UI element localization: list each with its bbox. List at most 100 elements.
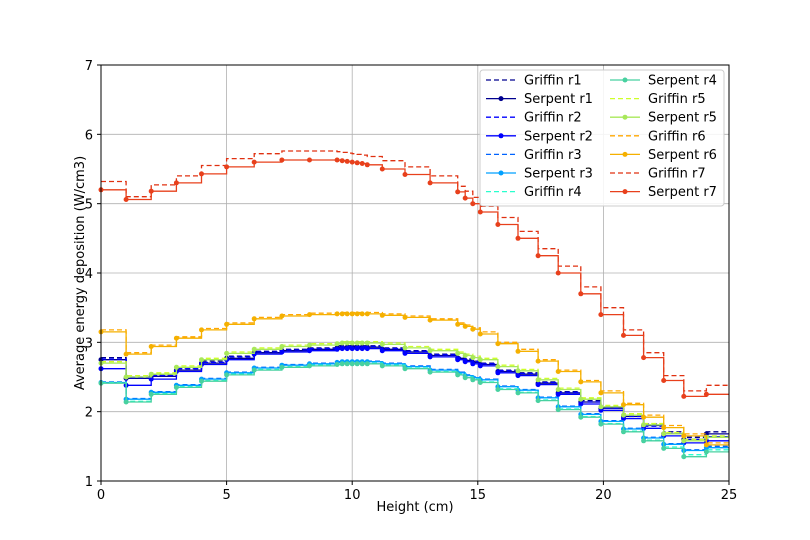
data-point [555,369,561,374]
data-point [621,429,626,435]
x-tick-label: 0 [97,488,105,503]
data-point [402,350,408,356]
data-point [379,341,385,347]
data-point [279,344,285,349]
legend-label: Griffin r5 [648,92,706,107]
data-point [307,342,312,348]
data-point [199,357,204,363]
data-point [402,366,408,372]
series-serpent-r7 [98,157,729,399]
data-point [535,382,541,388]
data-point [173,384,179,390]
data-point [681,454,687,460]
data-point [334,157,340,163]
data-point [641,438,647,444]
data-point [661,378,667,383]
data-point [578,396,584,402]
data-point [379,363,385,369]
data-point [598,421,604,427]
data-point [123,399,129,405]
data-point [470,377,476,383]
data-point [364,361,370,367]
legend-label: Serpent r3 [524,167,593,182]
data-point [641,414,647,420]
series-serpent-r2 [98,346,729,446]
data-point [515,390,521,396]
data-point [364,346,370,352]
data-point [470,355,476,361]
series-griffin-r3 [101,360,729,451]
data-point [199,327,204,333]
data-point [148,344,154,349]
data-point [379,312,385,318]
data-point [307,312,312,318]
data-point [681,438,687,444]
series-griffin-r1 [101,345,729,438]
data-point [339,158,345,164]
data-point [455,189,461,195]
data-point [251,346,257,352]
data-point [681,393,687,399]
legend-label: Serpent r1 [524,92,593,107]
data-point [661,425,667,431]
legend-label: Serpent r4 [648,74,717,89]
data-point [598,312,604,318]
x-axis-label: Height (cm) [376,500,453,515]
data-point [578,379,584,385]
data-point [462,375,468,381]
data-point [224,321,230,327]
data-point [477,363,483,369]
data-point [199,171,204,177]
legend-label: Griffin r4 [524,185,582,200]
x-tick-label: 10 [344,488,361,503]
data-point [148,391,154,397]
series-line [101,360,729,451]
data-point [703,442,709,448]
data-point [354,311,360,317]
data-point [339,340,345,346]
data-point [455,357,461,363]
series-group [98,150,729,460]
data-point [495,364,501,370]
data-point [364,340,370,346]
data-point [354,160,360,166]
data-point [455,372,461,378]
data-point [427,354,433,360]
data-point [578,414,584,420]
legend-box [479,69,725,207]
data-point [224,164,230,170]
data-point [339,361,345,367]
data-point [703,391,709,397]
data-point [364,311,370,317]
data-point [349,159,355,165]
ticks: 0 5 10 15 20 25 1 2 3 4 5 6 7 [85,59,738,503]
data-point [515,348,521,354]
data-point [349,361,355,367]
legend-marker [498,96,504,102]
data-point [123,351,129,357]
data-point [477,331,483,337]
data-point [495,370,501,376]
data-point [379,166,385,172]
data-point [354,340,360,346]
data-point [578,401,584,407]
data-point [251,367,257,373]
data-point [555,407,561,413]
y-axis-label: Average energy deposition (W/cm3) [73,156,88,390]
data-point [470,361,476,367]
data-point [641,422,647,428]
data-point [359,161,365,166]
x-tick-label: 25 [721,488,738,503]
data-point [477,357,483,363]
data-point [344,340,350,346]
data-point [279,364,285,370]
data-point [379,348,385,354]
data-point [621,416,626,422]
data-point [359,346,365,352]
legend-marker [498,170,504,176]
data-point [354,361,360,367]
legend-label: Serpent r6 [648,148,717,163]
data-point [598,404,604,410]
data-point [224,350,230,356]
